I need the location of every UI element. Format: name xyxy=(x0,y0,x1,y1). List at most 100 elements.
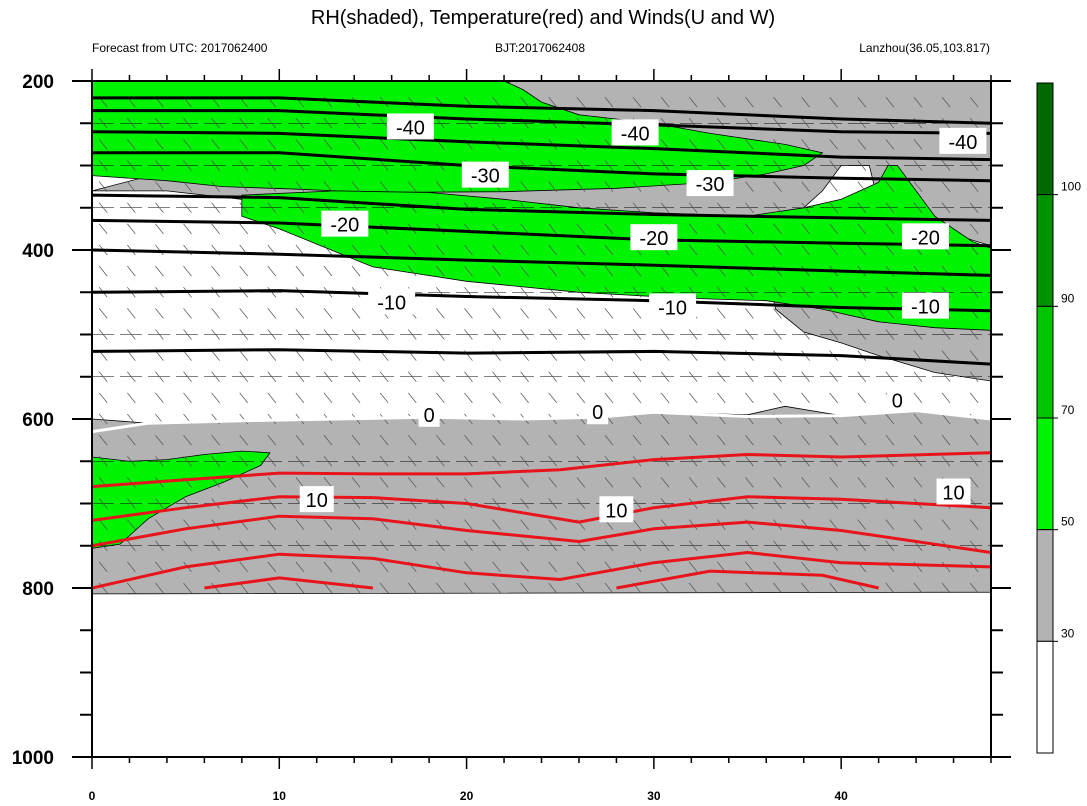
wind-barb xyxy=(351,308,361,319)
wind-barb xyxy=(632,392,642,404)
wind-barb xyxy=(407,456,417,467)
wind-barb xyxy=(211,392,220,404)
wind-barb xyxy=(211,434,220,446)
wind-barb xyxy=(127,540,136,551)
wind-barb xyxy=(745,329,754,340)
wind-barb xyxy=(632,287,642,298)
wind-barb xyxy=(520,223,529,235)
wind-barb xyxy=(576,434,586,446)
wind-barb xyxy=(745,456,754,467)
wind-barb xyxy=(632,519,642,530)
wind-barb xyxy=(660,413,670,425)
temperature-contour-red xyxy=(92,495,991,524)
wind-barb xyxy=(295,160,305,171)
contour-label-bg xyxy=(368,288,416,315)
wind-barb xyxy=(407,265,417,277)
colorbar-segment xyxy=(1036,194,1054,307)
wind-barb xyxy=(660,181,670,192)
wind-barb xyxy=(520,477,529,488)
wind-barb xyxy=(801,202,810,213)
wind-barb xyxy=(801,371,810,382)
wind-barb xyxy=(576,223,586,235)
wind-barb xyxy=(913,139,923,150)
wind-barb xyxy=(604,371,614,382)
wind-barb xyxy=(829,540,838,551)
wind-barb xyxy=(436,118,445,129)
wind-barb xyxy=(295,519,305,530)
wind-barb xyxy=(632,96,642,108)
wind-barb xyxy=(576,308,586,319)
wind-barb xyxy=(604,265,614,277)
colorbar-segment xyxy=(1036,529,1054,642)
wind-barb xyxy=(688,139,698,150)
wind-barb xyxy=(717,287,726,298)
wind-barb xyxy=(773,160,782,171)
wind-barb xyxy=(98,498,108,509)
wind-barb xyxy=(548,477,558,488)
wind-barb xyxy=(941,181,951,192)
wind-barb xyxy=(548,118,558,129)
wind-barb xyxy=(464,477,473,488)
wind-barb xyxy=(969,456,979,467)
contour-label-bg xyxy=(599,496,634,523)
wind-barb xyxy=(857,540,867,551)
wind-barb xyxy=(717,160,726,171)
temperature-contour-black xyxy=(92,151,991,183)
wind-barb xyxy=(745,371,754,382)
wind-barb xyxy=(632,160,642,171)
wind-barb xyxy=(267,561,277,573)
contour-label: 0 xyxy=(424,405,435,427)
wind-barb xyxy=(717,223,726,235)
wind-barb xyxy=(913,519,923,530)
wind-barb xyxy=(155,498,164,509)
wind-barb xyxy=(773,202,782,213)
wind-barb xyxy=(773,392,782,404)
wind-barb xyxy=(857,244,867,256)
contour-label: -40 xyxy=(621,123,650,145)
wind-barb xyxy=(492,244,501,256)
wind-barb xyxy=(98,160,108,171)
wind-barb xyxy=(885,202,895,213)
wind-barb xyxy=(773,498,782,509)
wind-barb xyxy=(829,477,838,488)
wind-barb xyxy=(127,160,136,171)
wind-barb xyxy=(295,329,305,340)
wind-barb xyxy=(857,329,867,340)
wind-barb xyxy=(801,540,810,551)
wind-barb xyxy=(745,308,754,319)
contour-label-bg xyxy=(321,210,369,237)
wind-barb xyxy=(941,392,951,404)
wind-barb xyxy=(717,540,726,551)
colorbar-label: 100 xyxy=(1061,180,1081,194)
colorbar-label: 90 xyxy=(1061,291,1075,305)
wind-barb xyxy=(379,582,389,594)
wind-barb xyxy=(295,540,305,551)
wind-barb xyxy=(379,160,389,171)
temperature-contour-black xyxy=(92,248,991,277)
wind-barb xyxy=(576,456,586,467)
wind-barb xyxy=(98,434,108,446)
wind-barb xyxy=(773,540,782,551)
wind-barb xyxy=(969,329,979,340)
wind-barb xyxy=(492,371,501,382)
wind-barb xyxy=(969,582,979,594)
wind-barb xyxy=(379,244,389,256)
rh-region xyxy=(92,81,824,193)
wind-barb xyxy=(98,308,108,319)
wind-barb xyxy=(492,265,501,277)
colorbar: 100 90 70 50 30 xyxy=(1036,82,1081,754)
wind-barb xyxy=(745,139,754,150)
wind-barb xyxy=(267,265,277,277)
wind-barb xyxy=(492,96,501,108)
wind-barb xyxy=(407,540,417,551)
wind-barb xyxy=(604,392,614,404)
wind-barb xyxy=(604,329,614,340)
wind-barb xyxy=(211,223,220,235)
wind-barb xyxy=(857,434,867,446)
wind-barb xyxy=(492,582,501,594)
x-tick-label: 0 xyxy=(89,789,96,803)
wind-barb xyxy=(239,265,248,277)
wind-barb xyxy=(267,434,277,446)
wind-barb xyxy=(155,202,164,213)
wind-barb xyxy=(745,223,754,235)
